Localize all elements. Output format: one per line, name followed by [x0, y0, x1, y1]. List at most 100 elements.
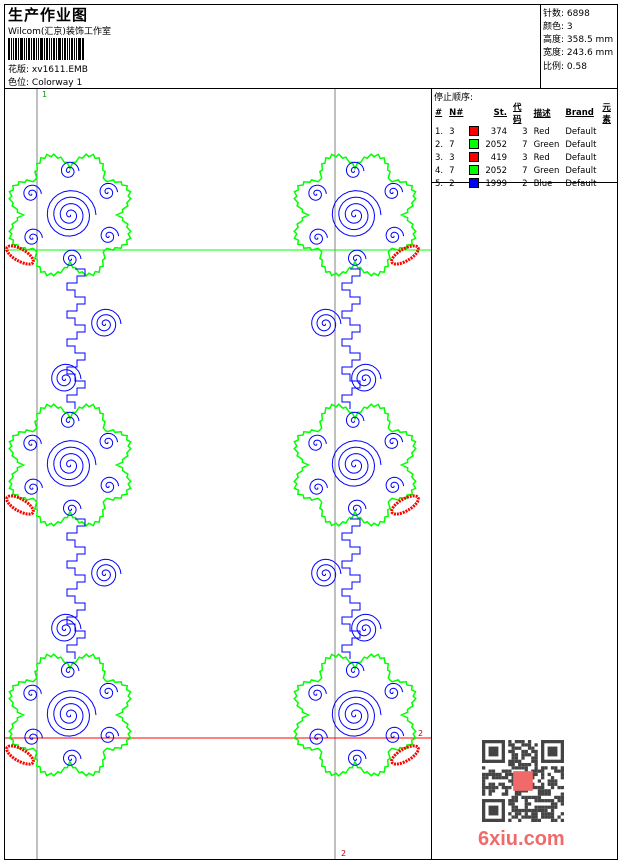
- qr-module: [514, 756, 519, 760]
- qr-module: [511, 753, 515, 757]
- qr-module: [488, 785, 492, 790]
- qr-module: [547, 799, 551, 803]
- qr-module: [547, 812, 551, 816]
- color-swatch-cell: [466, 151, 482, 164]
- flower-outline: [8, 153, 132, 277]
- colorway-label: 色位:: [8, 78, 30, 88]
- qr-module: [531, 756, 535, 760]
- qr-module: [541, 776, 545, 780]
- design-label: 花版:: [8, 65, 30, 75]
- col-header: 元素: [602, 103, 611, 125]
- petal-spiral: [61, 161, 80, 178]
- qr-module: [511, 759, 515, 763]
- guide-marker-2: 2: [341, 849, 346, 858]
- row-brand: Default: [565, 152, 597, 163]
- qr-module: [527, 740, 532, 744]
- qr-module: [534, 749, 538, 754]
- qr-module: [554, 769, 558, 773]
- info-value: 358.5 mm: [566, 35, 614, 45]
- qr-module: [560, 795, 564, 800]
- qr-module: [511, 762, 515, 767]
- qr-module: [550, 802, 555, 806]
- qr-module: [534, 805, 538, 809]
- qr-module: [534, 808, 538, 813]
- qr-module: [547, 805, 551, 809]
- info-width: 宽度: 243.6 mm: [543, 45, 613, 58]
- qr-module: [537, 795, 542, 800]
- petal-spiral: [346, 661, 365, 678]
- qr-module: [482, 789, 486, 793]
- qr-module: [504, 769, 509, 773]
- qr-module: [511, 779, 515, 783]
- qr-module: [547, 792, 551, 796]
- info-label: 高度:: [543, 35, 565, 45]
- qr-module: [511, 746, 515, 750]
- qr-module: [485, 776, 489, 780]
- qr-module: [511, 799, 515, 803]
- qr-module: [541, 772, 545, 777]
- vine-spiral: [51, 613, 82, 642]
- table-row: 4. 7 2052 7 Green Default: [432, 164, 620, 177]
- qr-module: [524, 808, 528, 813]
- qr-module: [511, 776, 515, 780]
- color-swatch-cell: [466, 177, 482, 190]
- qr-module: [534, 815, 538, 819]
- qr-module: [491, 769, 496, 773]
- row-code: 2: [522, 178, 528, 189]
- flower-outline: [293, 653, 417, 777]
- petal-spiral: [384, 432, 404, 449]
- qr-module: [531, 818, 535, 822]
- qr-module: [560, 785, 564, 790]
- petal-spiral: [24, 478, 43, 495]
- flower-spiral: [46, 440, 97, 487]
- qr-module: [550, 812, 555, 816]
- qr-module: [511, 756, 515, 760]
- info-label: 比例:: [543, 62, 565, 72]
- qr-module: [541, 812, 545, 816]
- leaf-fill: [390, 744, 420, 766]
- vine-spiral: [351, 363, 382, 392]
- flower-spiral: [46, 190, 97, 237]
- petal-spiral: [99, 682, 119, 699]
- qr-module: [534, 769, 538, 773]
- qr-module: [534, 799, 538, 803]
- petal-spiral: [385, 226, 405, 243]
- petal-spiral: [346, 161, 365, 178]
- table-row: 3. 3 419 3 Red Default: [432, 151, 620, 164]
- color-swatch: [469, 126, 480, 137]
- flower-spiral: [331, 190, 382, 237]
- qr-module: [531, 749, 535, 754]
- qr-module: [547, 789, 551, 793]
- row-brand: Default: [565, 165, 597, 176]
- row-index: 5.: [435, 178, 444, 189]
- qr-module: [557, 769, 561, 773]
- qr-module: [518, 759, 522, 763]
- qr-module: [488, 772, 492, 777]
- table-row: 5. 2 1999 2 Blue Default: [432, 177, 620, 190]
- qr-module: [524, 753, 528, 757]
- qr-module: [511, 749, 515, 754]
- qr-module: [498, 776, 502, 780]
- qr-finder: [488, 746, 499, 757]
- leaf-fill: [390, 494, 420, 516]
- qr-module: [511, 808, 515, 813]
- qr-module: [485, 785, 489, 790]
- qr-module: [511, 805, 515, 809]
- row-desc: Red: [533, 126, 550, 137]
- qr-module: [541, 766, 545, 770]
- qr-module: [508, 779, 512, 783]
- qr-module: [508, 802, 512, 806]
- qr-seal: [513, 771, 533, 791]
- petal-spiral: [347, 749, 367, 766]
- info-value: 243.6 mm: [566, 48, 614, 58]
- qr-module: [514, 815, 519, 819]
- petal-spiral: [23, 184, 42, 201]
- divider: [4, 88, 618, 89]
- vine-stitch: [66, 518, 86, 659]
- qr-module: [508, 799, 512, 803]
- qr-module: [514, 746, 519, 750]
- qr-finder: [488, 805, 499, 816]
- qr-module: [537, 792, 542, 796]
- qr-module: [534, 743, 538, 747]
- divider: [431, 88, 432, 860]
